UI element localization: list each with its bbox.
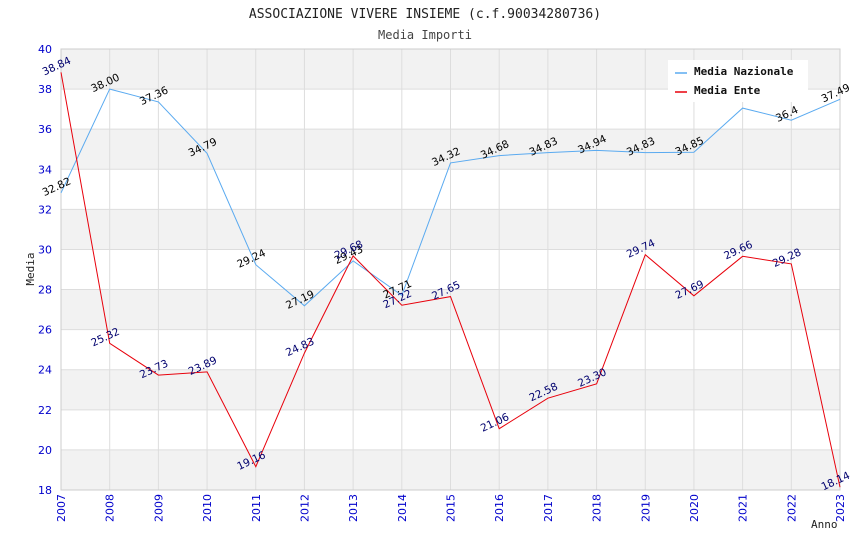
x-tick-label: 2009 [152, 494, 165, 522]
x-tick-label: 2023 [834, 494, 847, 522]
series-line-ente [60, 72, 841, 488]
y-tick-label: 34 [38, 163, 52, 176]
x-tick-labels: 2007 2008 2009 2010 2011 2012 2013 2014 2015 2016… [55, 494, 847, 522]
data-label-ente: 24.83 [284, 336, 316, 360]
legend: Media Nazionale Media Ente [668, 60, 808, 102]
x-axis-label: Anno [811, 518, 838, 531]
legend-background [668, 60, 808, 102]
x-tick-label: 2017 [542, 494, 555, 522]
data-label-nazionale: 32.82 [41, 175, 73, 199]
gridlines [60, 48, 841, 491]
y-axis-label: Media [24, 252, 37, 285]
x-tick-label: 2016 [493, 494, 506, 522]
x-tick-label: 2018 [591, 494, 604, 522]
y-tick-label: 18 [38, 484, 52, 497]
plot-border [60, 48, 841, 491]
data-label-ente: 21.06 [479, 411, 512, 435]
x-tick-label: 2007 [55, 494, 68, 522]
series-lines [60, 72, 841, 488]
y-tick-label: 36 [38, 123, 52, 136]
y-tick-label: 20 [38, 444, 52, 457]
x-tick-label: 2010 [201, 494, 214, 522]
x-tick-label: 2013 [347, 494, 360, 522]
chart-subtitle: Media Importi [378, 28, 472, 42]
legend-label-ente: Media Ente [694, 84, 761, 97]
y-tick-label: 30 [38, 243, 52, 256]
y-tick-labels: 18 20 22 24 26 28 30 32 34 36 38 40 [38, 43, 52, 497]
x-tick-label: 2008 [104, 494, 117, 522]
x-tick-label: 2012 [298, 494, 311, 522]
x-tick-label: 2019 [639, 494, 652, 522]
y-tick-label: 28 [38, 284, 52, 297]
x-tick-label: 2015 [445, 494, 458, 522]
x-tick-label: 2011 [250, 494, 263, 522]
x-tick-label: 2014 [396, 494, 409, 522]
x-tick-label: 2020 [688, 494, 701, 522]
y-tick-label: 24 [38, 364, 52, 377]
y-tick-label: 22 [38, 404, 52, 417]
chart-title: ASSOCIAZIONE VIVERE INSIEME (c.f.9003428… [249, 7, 601, 22]
y-tick-label: 26 [38, 324, 52, 337]
y-tick-label: 40 [38, 43, 52, 56]
series-line-nazionale [60, 88, 841, 307]
y-tick-label: 38 [38, 83, 52, 96]
y-tick-label: 32 [38, 203, 52, 216]
legend-label-nazionale: Media Nazionale [694, 65, 794, 78]
data-label-nazionale: 36.4 [774, 104, 801, 125]
x-tick-label: 2021 [737, 494, 750, 522]
data-label-nazionale: 29.24 [235, 247, 268, 271]
x-tick-label: 2022 [785, 494, 798, 522]
